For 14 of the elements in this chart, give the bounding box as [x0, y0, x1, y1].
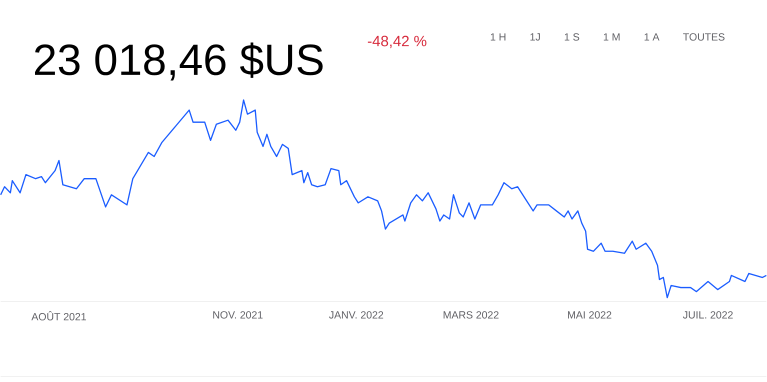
x-tick-label: JANV. 2022 [329, 311, 384, 318]
text: 1 A [644, 33, 660, 40]
text: TOUTES [683, 33, 725, 40]
text: 1J [530, 33, 540, 40]
chart-subtitle: -48,42 % [368, 36, 426, 48]
x-tick-label: MARS 2022 [444, 311, 499, 318]
x-tick-label: JUIL. 2022 [682, 311, 733, 318]
text: 1 M [604, 33, 620, 40]
x-tick-label: MAI 2022 [568, 311, 612, 318]
chart-title: 23 018,46 $US [35, 42, 323, 80]
text: 1 S [564, 33, 580, 40]
x-tick-label: AOÛT 2021 [31, 311, 86, 320]
text: 1 H [490, 33, 506, 40]
x-tick-label: NOV. 2021 [213, 311, 263, 318]
